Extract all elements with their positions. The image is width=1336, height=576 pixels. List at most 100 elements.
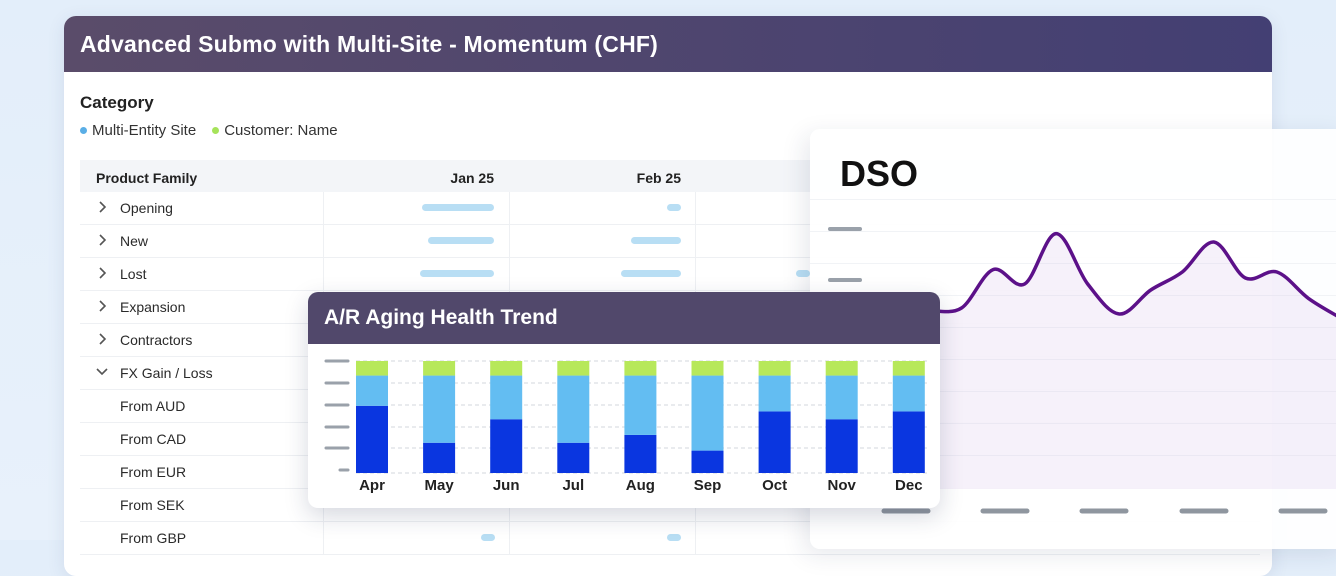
- x-tick-label: Sep: [693, 477, 722, 494]
- bar-segment-nov-0[interactable]: [825, 419, 858, 473]
- dso-grid-line: [810, 199, 1336, 200]
- value-bar: [428, 237, 494, 244]
- table-row[interactable]: New: [80, 225, 1260, 258]
- bar-segment-may-0[interactable]: [423, 442, 456, 473]
- row-label: Contractors: [120, 332, 193, 348]
- bar-segment-aug-2[interactable]: [624, 361, 657, 376]
- row-label: From CAD: [120, 431, 187, 447]
- bar-segment-sep-0[interactable]: [691, 450, 724, 473]
- x-tick-label: Jul: [562, 477, 585, 494]
- chevron-right-icon[interactable]: [94, 298, 110, 314]
- x-tick-label: Apr: [359, 477, 385, 494]
- x-tick-label: Dec: [895, 477, 923, 494]
- bar-segment-may-1[interactable]: [423, 375, 456, 443]
- column-header-jan-25[interactable]: Jan 25: [450, 170, 494, 186]
- dso-line-chart: [810, 199, 1336, 514]
- value-bar: [420, 270, 494, 277]
- bar-segment-dec-1[interactable]: [892, 375, 925, 412]
- row-label: From GBP: [120, 530, 187, 546]
- row-label: Opening: [120, 200, 173, 216]
- bar-segment-aug-1[interactable]: [624, 375, 657, 435]
- row-label: New: [120, 233, 149, 249]
- bar-segment-jun-1[interactable]: [490, 375, 523, 420]
- column-header-product-family[interactable]: Product Family: [96, 170, 198, 186]
- dso-grid-line: [810, 327, 1336, 328]
- x-tick-label: Oct: [762, 477, 788, 494]
- row-label: Lost: [120, 266, 147, 282]
- bar-segment-apr-1[interactable]: [356, 375, 388, 406]
- bar-segment-dec-2[interactable]: [892, 361, 925, 376]
- legend-label: Multi-Entity Site: [92, 122, 197, 139]
- ar-aging-bar-chart: [324, 359, 928, 474]
- legend-dot-icon: [212, 127, 220, 134]
- column-header-feb-25[interactable]: Feb 25: [636, 170, 681, 186]
- column-divider: [695, 192, 696, 224]
- value-bar: [481, 534, 495, 541]
- ar-chart-title: A/R Aging Health Trend: [308, 292, 940, 344]
- bar-segment-sep-2[interactable]: [691, 361, 724, 376]
- card-title: Advanced Submo with Multi-Site - Momentu…: [64, 16, 1272, 72]
- bar-segment-sep-1[interactable]: [691, 375, 724, 451]
- x-tick-label: May: [424, 477, 454, 494]
- bar-segment-oct-1[interactable]: [758, 375, 791, 412]
- bar-segment-nov-2[interactable]: [825, 361, 858, 376]
- column-divider: [695, 522, 696, 554]
- bar-segment-apr-0[interactable]: [356, 405, 388, 473]
- legend-dot-icon: [80, 127, 87, 134]
- bar-segment-aug-0[interactable]: [624, 434, 657, 473]
- bar-segment-jun-2[interactable]: [490, 361, 523, 376]
- legend: Multi-Entity Site Customer: Name: [80, 122, 338, 139]
- column-divider: [509, 192, 510, 224]
- x-tick-label: Nov: [827, 477, 856, 494]
- column-divider: [323, 258, 324, 290]
- bar-segment-oct-2[interactable]: [758, 361, 791, 376]
- legend-item-customer-name[interactable]: Customer: Name: [212, 122, 338, 139]
- chevron-right-icon[interactable]: [94, 232, 110, 248]
- column-divider: [509, 225, 510, 257]
- bar-segment-dec-0[interactable]: [892, 411, 925, 473]
- value-bar: [422, 204, 494, 211]
- chevron-down-icon[interactable]: [94, 364, 110, 380]
- dso-grid-line: [810, 423, 1336, 424]
- value-bar: [621, 270, 681, 277]
- value-bar: [667, 204, 681, 211]
- ar-aging-card: A/R Aging Health Trend Apr May Jun Jul Aug Se…: [308, 292, 940, 508]
- dso-title: DSO: [840, 153, 919, 194]
- column-divider: [509, 522, 510, 554]
- column-divider: [323, 225, 324, 257]
- column-divider: [323, 192, 324, 224]
- bar-segment-jul-1[interactable]: [557, 375, 590, 443]
- bar-segment-jul-2[interactable]: [557, 361, 590, 376]
- x-tick-label: Aug: [625, 477, 655, 494]
- dso-grid-line: [810, 263, 1336, 264]
- row-label: From SEK: [120, 497, 185, 513]
- dso-grid-line: [810, 359, 1336, 360]
- chevron-right-icon[interactable]: [94, 331, 110, 347]
- dso-grid-line: [810, 391, 1336, 392]
- x-tick-label: Jun: [492, 477, 520, 494]
- dso-series-line[interactable]: [929, 231, 1336, 318]
- column-divider: [509, 258, 510, 290]
- dso-grid-line: [810, 295, 1336, 296]
- bar-segment-apr-2[interactable]: [356, 361, 388, 376]
- row-label: From EUR: [120, 464, 187, 480]
- category-label: Category: [80, 93, 154, 112]
- legend-item-multi-entity-site[interactable]: Multi-Entity Site: [80, 122, 196, 139]
- chevron-right-icon[interactable]: [94, 265, 110, 281]
- value-bar: [796, 270, 810, 277]
- value-bar: [667, 534, 681, 541]
- dso-grid-line: [810, 455, 1336, 456]
- column-divider: [695, 225, 696, 257]
- bar-segment-nov-1[interactable]: [825, 375, 858, 420]
- bar-segment-may-2[interactable]: [423, 361, 456, 376]
- column-divider: [323, 522, 324, 554]
- value-bar: [631, 237, 681, 244]
- chevron-right-icon[interactable]: [94, 199, 110, 215]
- bar-segment-jul-0[interactable]: [557, 442, 590, 473]
- row-label: Expansion: [120, 299, 186, 315]
- table-row[interactable]: Opening: [80, 192, 1260, 225]
- table-row[interactable]: Lost: [80, 258, 1260, 291]
- dso-area-fill: [930, 233, 1336, 489]
- bar-segment-oct-0[interactable]: [758, 411, 791, 473]
- bar-segment-jun-0[interactable]: [490, 419, 523, 473]
